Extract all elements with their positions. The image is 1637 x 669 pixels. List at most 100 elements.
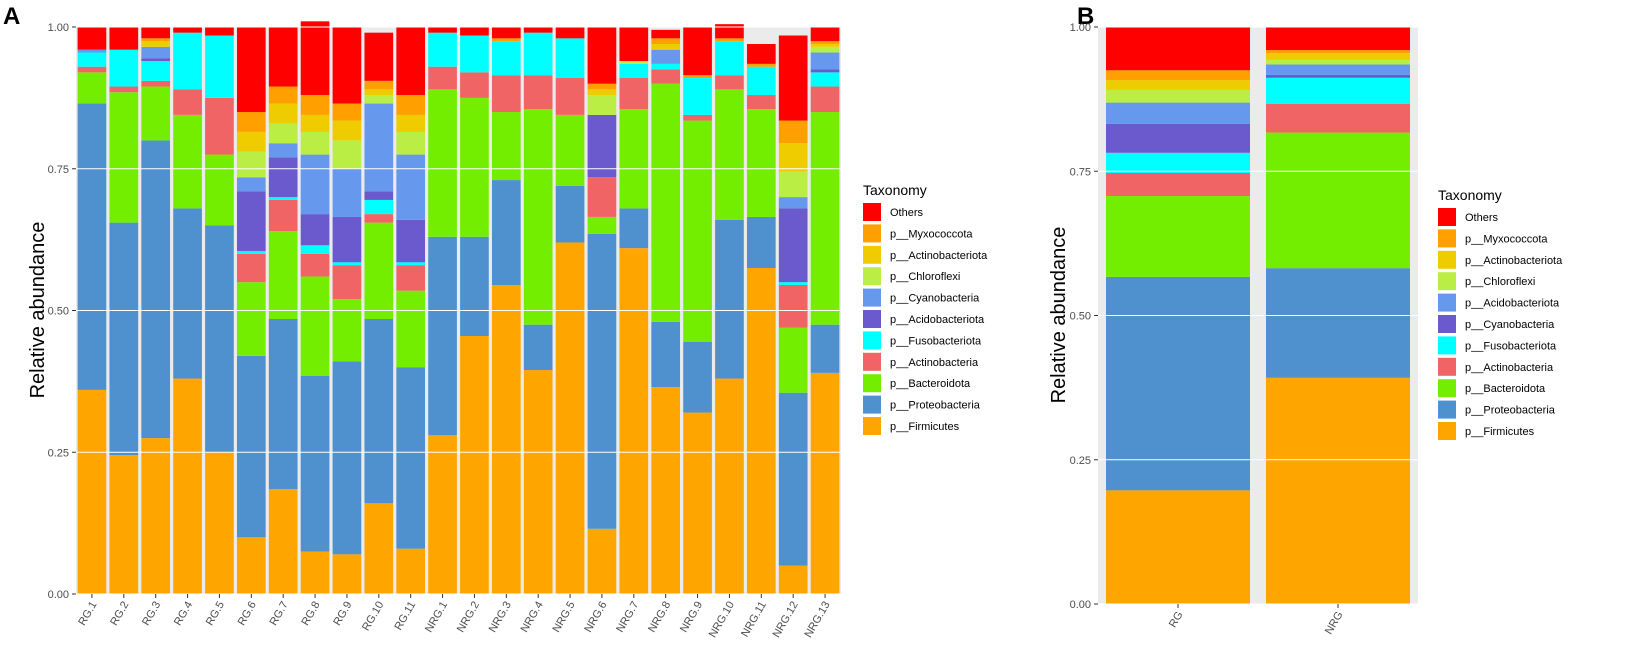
bar-segment-p-firmicutes	[587, 528, 617, 594]
legend-label-others: Others	[1465, 212, 1499, 224]
bar-segment-p-chloroflexi	[332, 140, 362, 169]
bar-segment-p-actinobacteria	[491, 75, 521, 113]
legend-swatch-p-chloroflexi	[1438, 272, 1456, 291]
bar-segment-p-actinobacteriota	[810, 44, 840, 47]
bar-segment-others	[77, 27, 107, 50]
bar-segment-p-bacteroidota	[300, 276, 330, 376]
bar-segment-p-fusobacteriota	[396, 262, 426, 266]
bar-nrg-1	[428, 27, 457, 594]
bar-segment-p-myxococcota	[236, 112, 266, 132]
bar-segment-p-cyanobacteria	[364, 103, 394, 192]
x-tick-label: RG.1	[76, 600, 99, 628]
legend-swatch-p-actinobacteria	[1438, 357, 1456, 376]
bar-segment-p-firmicutes	[364, 503, 394, 594]
bar-segment-p-bacteroidota	[109, 92, 139, 223]
bar-segment-p-bacteroidota	[236, 282, 266, 356]
bar-segment-p-cyanobacteria	[651, 49, 681, 64]
x-tick-label: RG.8	[299, 600, 322, 628]
legend-label-p-cyanobacteria: p__Cyanobacteria	[1465, 319, 1555, 331]
legend: Taxonomy Others p__Myxococcota p__Actinoba…	[863, 182, 988, 435]
x-tick-label: NRG.1	[423, 600, 450, 635]
bar-segment-p-firmicutes	[396, 548, 426, 594]
bar-segment-p-actinobacteria	[778, 284, 808, 328]
bar-segment-p-fusobacteriota	[491, 41, 521, 76]
x-tick-label: NRG.4	[519, 600, 546, 635]
bar-segment-p-bacteroidota	[77, 72, 107, 104]
stacked-bars	[77, 21, 840, 594]
bar-segment-p-firmicutes	[1106, 490, 1250, 604]
bar-segment-p-actinobacteria	[810, 86, 840, 113]
bar-segment-p-fusobacteriota	[715, 41, 744, 76]
bar-segment-p-chloroflexi	[619, 61, 649, 64]
legend-label-p-chloroflexi: p__Chloroflexi	[890, 271, 960, 283]
bar-segment-others	[1106, 27, 1250, 71]
legend-label-others: Others	[890, 207, 924, 219]
bar-segment-p-firmicutes	[1266, 377, 1410, 604]
bar-segment-others	[460, 27, 489, 36]
bar-segment-p-actinobacteria	[523, 75, 553, 110]
bar-segment-p-acidobacteriota	[332, 216, 362, 263]
bar-segment-p-actinobacteria	[555, 78, 585, 115]
legend-label-p-actinobacteria: p__Actinobacteria	[890, 357, 979, 369]
bar-segment-p-firmicutes	[555, 242, 585, 594]
bar-segment-p-fusobacteriota	[141, 61, 171, 81]
bar-segment-p-actinobacteriota	[268, 103, 298, 124]
x-tick-label: NRG.9	[678, 600, 705, 635]
legend-swatch-p-fusobacteriota	[1438, 336, 1456, 355]
bar-segment-p-actinobacteria	[746, 95, 776, 110]
bar-segment-p-actinobacteriota	[1266, 52, 1410, 60]
legend-label-p-proteobacteria: p__Proteobacteria	[1465, 405, 1556, 417]
legend-swatch-p-chloroflexi	[863, 267, 881, 286]
bar-segment-p-proteobacteria	[300, 375, 330, 552]
x-tick-label: RG.3	[140, 600, 163, 628]
legend-swatch-p-myxococcota	[863, 224, 881, 243]
legend-label-p-fusobacteriota: p__Fusobacteriota	[890, 335, 982, 347]
bar-segment-p-actinobacteria	[715, 75, 744, 90]
bar-segment-p-actinobacteria	[268, 199, 298, 232]
bar-segment-p-firmicutes	[332, 554, 362, 594]
bar-rg-7	[268, 27, 298, 594]
panel-label-b: B	[1077, 3, 1094, 30]
bar-segment-p-bacteroidota	[683, 120, 712, 342]
bar-segment-p-acidobacteriota	[141, 58, 171, 62]
bar-nrg	[1266, 27, 1410, 604]
bar-segment-p-fusobacteriota	[810, 72, 840, 87]
bar-segment-p-actinobacteria	[651, 69, 681, 84]
y-axis-title: Relative abundance	[27, 222, 49, 399]
legend-label-p-actinobacteriota: p__Actinobacteriota	[890, 250, 988, 262]
x-tick-label: RG.5	[204, 600, 227, 628]
legend-label-p-actinobacteriota: p__Actinobacteriota	[1465, 255, 1563, 267]
bar-segment-p-firmicutes	[619, 248, 649, 594]
bar-segment-others	[746, 44, 776, 64]
y-tick-label: 0.00	[48, 589, 69, 601]
bar-segment-others	[810, 27, 840, 42]
bar-segment-p-actinobacteriota	[141, 41, 171, 47]
bar-segment-others	[683, 27, 712, 76]
bar-segment-p-actinobacteria	[109, 86, 139, 93]
bar-segment-p-bacteroidota	[364, 222, 394, 320]
bar-segment-others	[523, 27, 553, 33]
bar-segment-p-fusobacteriota	[109, 49, 139, 87]
legend-label-p-cyanobacteria: p__Cyanobacteria	[890, 293, 980, 305]
bar-segment-p-proteobacteria	[619, 208, 649, 249]
bar-segment-p-actinobacteriota	[236, 131, 266, 152]
bar-segment-p-bacteroidota	[491, 112, 521, 181]
bar-segment-p-myxococcota	[1266, 50, 1410, 53]
x-tick-label: RG.4	[172, 600, 195, 628]
bar-segment-others	[109, 27, 139, 50]
legend-label-p-actinobacteria: p__Actinobacteria	[1465, 362, 1554, 374]
legend-label-p-chloroflexi: p__Chloroflexi	[1465, 276, 1535, 288]
bar-segment-p-firmicutes	[460, 336, 489, 594]
bar-segment-p-actinobacteria	[300, 253, 330, 277]
legend-label-p-proteobacteria: p__Proteobacteria	[890, 400, 981, 412]
bar-segment-p-acidobacteriota	[396, 219, 426, 263]
bar-segment-p-proteobacteria	[746, 216, 776, 268]
bar-segment-p-firmicutes	[746, 267, 776, 594]
bar-rg-4	[173, 27, 202, 594]
bar-segment-p-acidobacteriota	[364, 191, 394, 200]
legend-swatch-p-proteobacteria	[1438, 400, 1456, 419]
bar-segment-p-bacteroidota	[268, 231, 298, 320]
y-tick-label: 1.00	[48, 22, 69, 34]
bar-segment-p-cyanobacteria	[332, 168, 362, 217]
y-tick-label: 0.25	[1070, 455, 1091, 467]
